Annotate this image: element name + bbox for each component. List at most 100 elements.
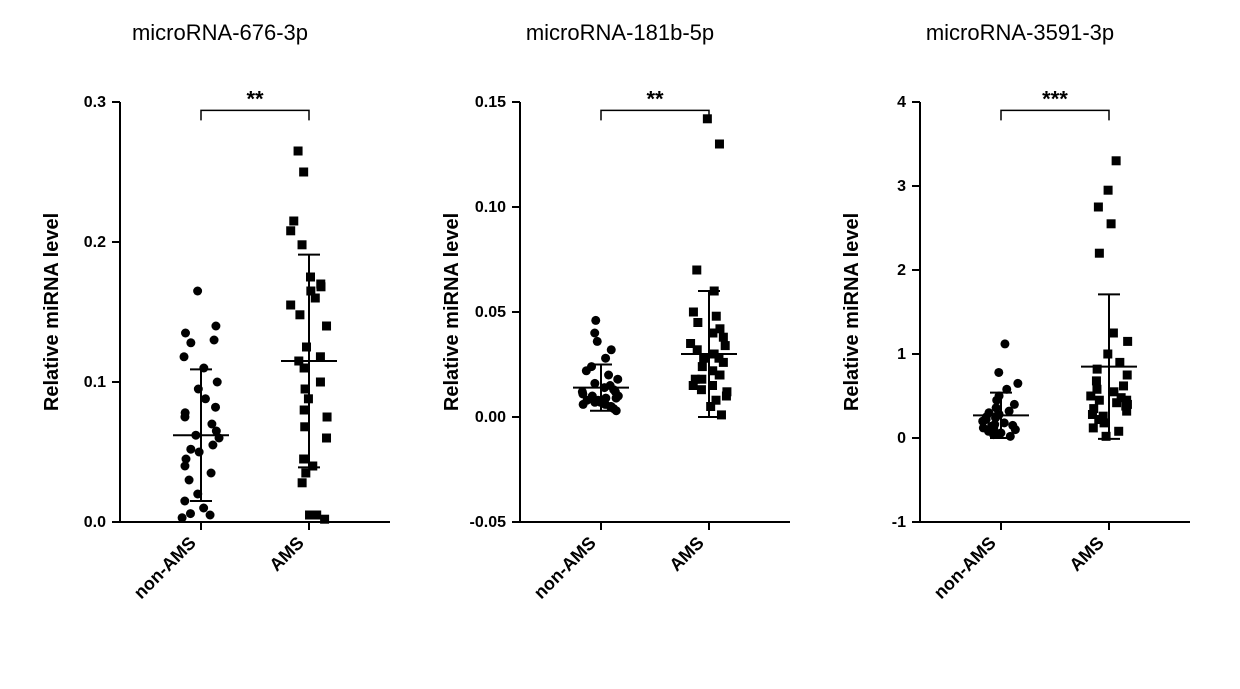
y-tick-label: 0.2 (84, 234, 106, 251)
data-point (590, 329, 599, 338)
data-point (195, 448, 204, 457)
data-point (199, 504, 208, 513)
data-point (1095, 396, 1104, 405)
data-point (604, 371, 613, 380)
y-tick-label: 0.15 (475, 94, 506, 111)
data-point (213, 378, 222, 387)
data-point (298, 240, 307, 249)
data-point (181, 329, 190, 338)
data-point (719, 333, 728, 342)
data-point (286, 226, 295, 235)
y-tick-label: 4 (897, 94, 906, 111)
data-point (294, 147, 303, 156)
data-point (295, 310, 304, 319)
y-axis-label: Relative miRNA level (41, 213, 63, 411)
y-axis-label: Relative miRNA level (441, 213, 463, 411)
data-point (693, 318, 702, 327)
data-point (306, 287, 315, 296)
data-point (186, 338, 195, 347)
data-point (593, 337, 602, 346)
data-point (286, 301, 295, 310)
data-point (1103, 350, 1112, 359)
data-point (193, 287, 202, 296)
data-point (717, 410, 726, 419)
data-point (211, 403, 220, 412)
data-point (316, 352, 325, 361)
panel-title: microRNA-3591-3p (830, 20, 1210, 46)
y-tick-label: 0.05 (475, 304, 506, 321)
x-category-label: AMS (265, 533, 307, 575)
data-point (591, 316, 600, 325)
data-point (298, 478, 307, 487)
data-point (689, 308, 698, 317)
significance-stars: *** (1042, 86, 1068, 111)
data-point (1099, 412, 1108, 421)
data-point (210, 336, 219, 345)
data-point (712, 396, 721, 405)
data-point (207, 469, 216, 478)
data-point (185, 476, 194, 485)
significance-bar (1001, 110, 1109, 120)
figure-row: microRNA-676-3p 0.0 0.1 0.2 0.3 Relative miRN… (20, 20, 1220, 652)
chart-svg: 0.0 0.1 0.2 0.3 Relative miRNA level non-AMS A… (30, 52, 410, 652)
panel-title: microRNA-676-3p (30, 20, 410, 46)
significance-stars: ** (246, 86, 264, 111)
data-point (180, 352, 189, 361)
data-point (606, 381, 615, 390)
data-point (994, 368, 1003, 377)
y-tick-label: -1 (892, 514, 906, 531)
y-tick-label: 0.10 (475, 199, 506, 216)
data-point (1000, 339, 1009, 348)
y-tick-label: 3 (897, 178, 906, 195)
y-tick-label: 0.3 (84, 94, 106, 111)
data-point (312, 511, 321, 520)
data-point (181, 455, 190, 464)
x-category-label: non-AMS (930, 533, 1000, 603)
data-point (703, 114, 712, 123)
data-point (1010, 400, 1019, 409)
significance-bar (201, 110, 309, 120)
data-point (178, 513, 187, 522)
significance-stars: ** (646, 86, 664, 111)
data-point (1089, 423, 1098, 432)
data-point (1095, 249, 1104, 258)
axis-frame (920, 102, 1190, 522)
data-point (1123, 337, 1132, 346)
x-category-label: AMS (1065, 533, 1107, 575)
data-point (722, 387, 731, 396)
axis-frame (120, 102, 390, 522)
data-point (1119, 381, 1128, 390)
data-point (1104, 186, 1113, 195)
data-point (322, 434, 331, 443)
data-point (1089, 404, 1098, 413)
axis-frame (520, 102, 790, 522)
data-point (299, 455, 308, 464)
data-point (306, 273, 315, 282)
data-point (715, 140, 724, 149)
y-axis-label: Relative miRNA level (841, 213, 863, 411)
data-point (186, 509, 195, 518)
data-point (1092, 385, 1101, 394)
y-tick-label: 0.0 (84, 514, 106, 531)
data-point (613, 375, 622, 384)
data-point (180, 497, 189, 506)
data-point (1112, 156, 1121, 165)
y-tick-label: 0.1 (84, 374, 106, 391)
y-tick-label: 1 (897, 346, 906, 363)
data-point (587, 362, 596, 371)
data-point (692, 266, 701, 275)
data-point (1094, 203, 1103, 212)
x-category-label: non-AMS (530, 533, 600, 603)
data-point (320, 515, 329, 524)
y-tick-label: -0.05 (470, 514, 507, 531)
x-category-label: non-AMS (130, 533, 200, 603)
data-point (1109, 387, 1118, 396)
data-point (578, 387, 587, 396)
data-point (322, 322, 331, 331)
significance-bar (601, 110, 709, 120)
data-point (686, 339, 695, 348)
data-point (1123, 371, 1132, 380)
data-point (697, 385, 706, 394)
data-point (300, 422, 309, 431)
data-point (712, 312, 721, 321)
